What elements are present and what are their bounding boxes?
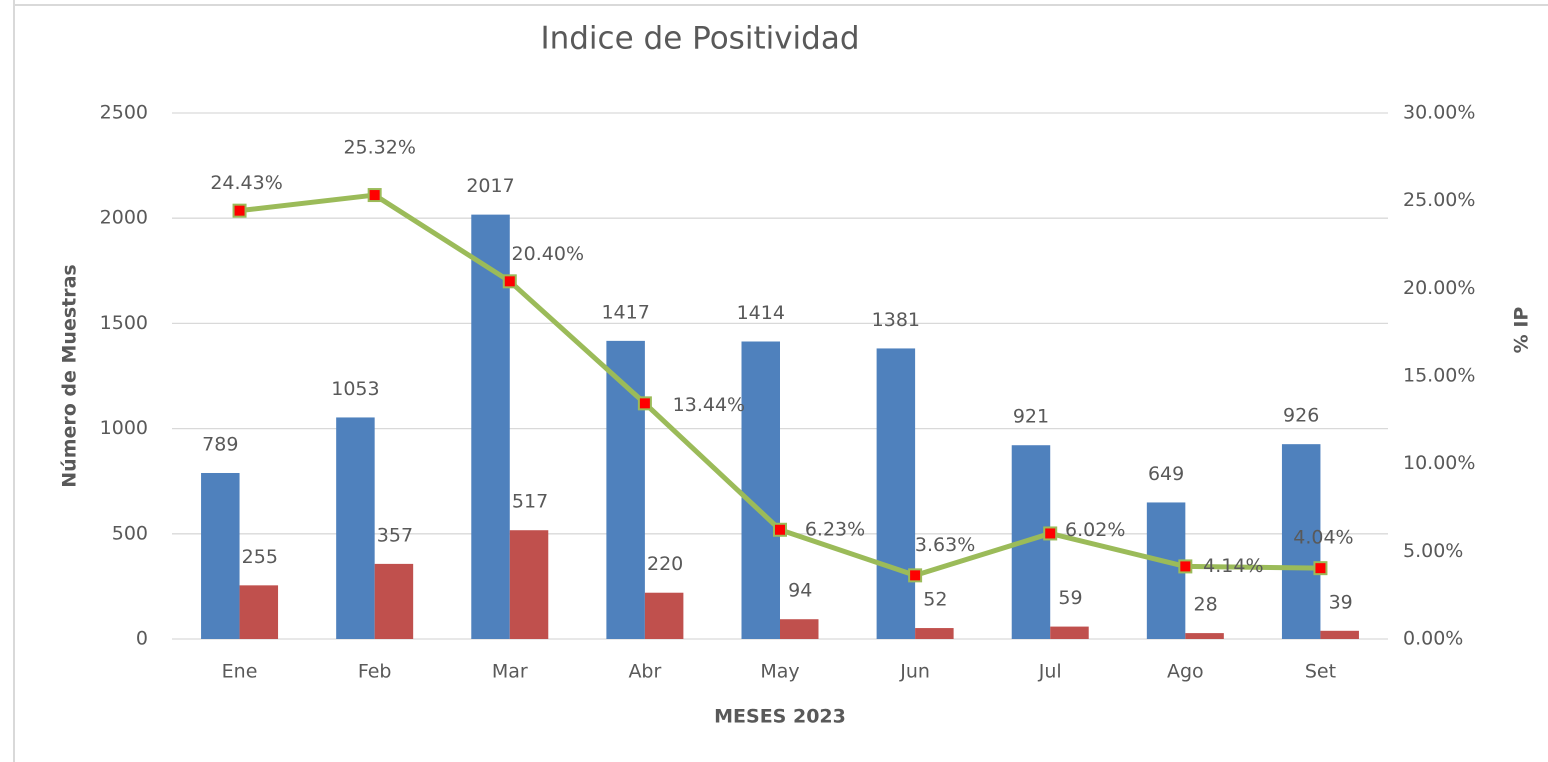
bar xyxy=(1320,630,1359,639)
data-label: 39 xyxy=(1329,591,1353,613)
data-label: 921 xyxy=(1013,406,1049,428)
bar xyxy=(374,563,414,639)
y2-tick-label: 0.00% xyxy=(1403,628,1463,650)
data-label: 52 xyxy=(923,589,947,611)
y-tick-label: 1000 xyxy=(100,417,148,439)
y2-tick-label: 5.00% xyxy=(1403,540,1463,562)
y-tick-label: 2500 xyxy=(100,102,148,124)
bar xyxy=(239,585,279,639)
data-label: 6.23% xyxy=(805,518,865,540)
bar xyxy=(876,348,916,639)
x-tick-label: Abr xyxy=(628,661,661,683)
bar xyxy=(201,472,240,639)
line-marker xyxy=(637,396,652,411)
bar xyxy=(741,341,780,639)
y2-tick-label: 20.00% xyxy=(1403,277,1475,299)
data-label: 28 xyxy=(1193,594,1217,616)
y2-tick-label: 15.00% xyxy=(1403,365,1475,387)
bar xyxy=(915,628,954,639)
x-tick-label: Ago xyxy=(1167,661,1204,683)
data-label: 59 xyxy=(1058,587,1082,609)
data-label: 1381 xyxy=(872,309,920,331)
x-tick-label: Set xyxy=(1305,661,1336,683)
x-axis-title: MESES 2023 xyxy=(714,706,846,728)
y-tick-label: 500 xyxy=(112,522,148,544)
y2-tick-label: 30.00% xyxy=(1403,102,1475,124)
y-axis-title: Número de Muestras xyxy=(59,264,81,487)
line-marker xyxy=(773,522,787,537)
y-tick-label: 0 xyxy=(136,628,148,650)
x-tick-label: Mar xyxy=(492,661,528,683)
data-label: 255 xyxy=(242,546,278,568)
data-label: 6.02% xyxy=(1065,519,1125,541)
line-marker xyxy=(908,568,923,583)
data-label: 926 xyxy=(1283,405,1319,427)
bar xyxy=(1185,633,1224,639)
data-label: 1414 xyxy=(737,302,785,324)
data-label: 220 xyxy=(647,553,683,575)
y2-tick-label: 25.00% xyxy=(1403,189,1475,211)
bar xyxy=(644,592,684,639)
data-label: 517 xyxy=(512,491,548,513)
data-label: 25.32% xyxy=(343,137,415,159)
line-marker xyxy=(1313,561,1328,576)
bar xyxy=(606,340,645,639)
x-tick-label: Feb xyxy=(358,661,392,683)
data-label: 2017 xyxy=(466,175,514,197)
data-label: 357 xyxy=(377,524,413,546)
x-tick-label: May xyxy=(760,661,799,683)
line-marker xyxy=(502,274,517,289)
data-label: 4.14% xyxy=(1203,555,1263,577)
line-marker xyxy=(367,188,382,203)
line-marker xyxy=(1178,559,1193,574)
data-label: 789 xyxy=(202,433,238,455)
bar xyxy=(336,417,375,639)
line-marker xyxy=(232,203,247,218)
data-label: 24.43% xyxy=(210,172,282,194)
data-label: 20.40% xyxy=(512,243,584,265)
line-marker xyxy=(1043,526,1058,541)
data-label: 1417 xyxy=(601,301,649,323)
bar xyxy=(509,530,549,639)
data-label: 13.44% xyxy=(673,394,745,416)
y-tick-label: 1500 xyxy=(100,312,148,334)
y-tick-label: 2000 xyxy=(100,207,148,229)
y2-axis-title: % IP xyxy=(1511,307,1533,354)
data-label: 4.04% xyxy=(1293,527,1353,549)
y2-tick-label: 10.00% xyxy=(1403,452,1475,474)
bar xyxy=(1281,444,1321,639)
x-tick-label: Ene xyxy=(222,661,258,683)
x-tick-label: Jul xyxy=(1038,661,1062,683)
data-label: 94 xyxy=(788,580,812,602)
data-label: 1053 xyxy=(331,378,379,400)
bar xyxy=(780,619,819,639)
data-label: 649 xyxy=(1148,463,1184,485)
data-label: 3.63% xyxy=(915,534,975,556)
bar xyxy=(1050,626,1089,639)
x-tick-label: Jun xyxy=(899,661,930,683)
chart-title: Indice de Positividad xyxy=(540,21,859,57)
